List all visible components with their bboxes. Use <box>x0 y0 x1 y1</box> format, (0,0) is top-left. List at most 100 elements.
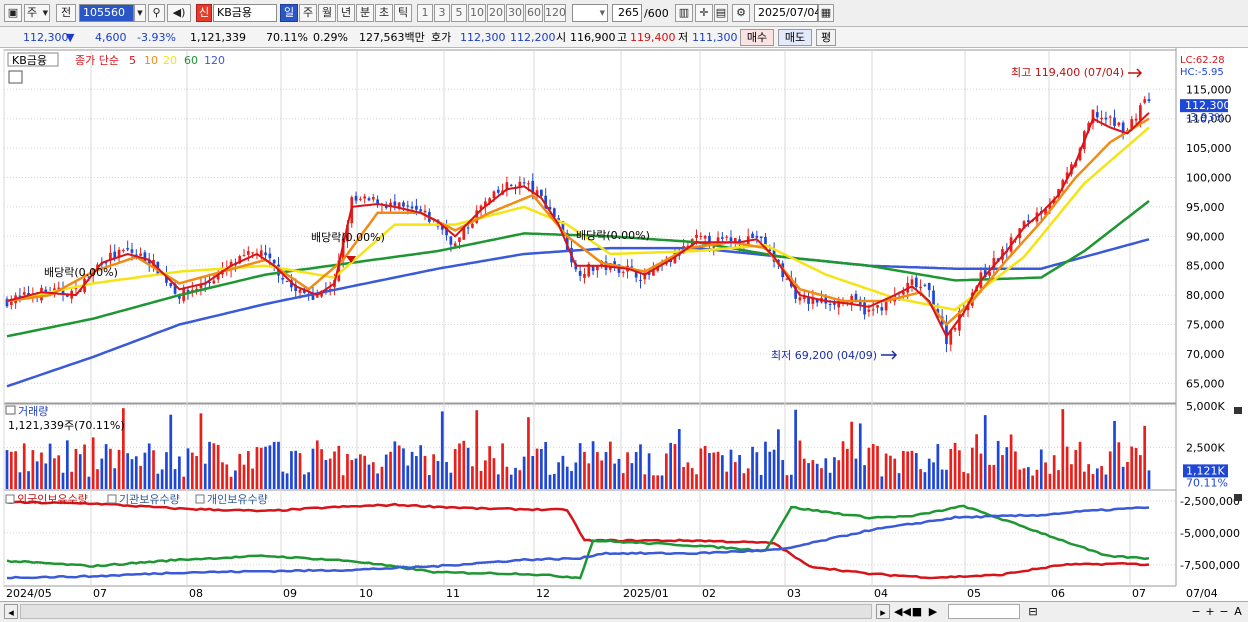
scrollbar-track[interactable] <box>20 604 872 619</box>
candle-body <box>1061 179 1065 188</box>
sell-button[interactable]: 매도 <box>778 29 812 46</box>
avg-button[interactable]: 평 <box>816 29 836 46</box>
volume-bar <box>992 464 996 489</box>
volume-bar <box>841 441 845 489</box>
tab-period-3[interactable]: 년 <box>337 4 355 22</box>
change-pct: -3.93% <box>137 31 176 44</box>
candle-body <box>798 297 802 301</box>
minus-icon[interactable]: − <box>1191 605 1201 618</box>
tab-interval-30[interactable]: 30 <box>506 4 524 22</box>
tab-period-6[interactable]: 틱 <box>394 4 412 22</box>
tab-period-5[interactable]: 초 <box>375 4 393 22</box>
play-icon[interactable]: ▶ <box>928 605 938 618</box>
candle-body <box>983 270 987 278</box>
speaker-icon[interactable]: ◀) <box>167 4 191 22</box>
y-tick-label: 115,000 <box>1186 83 1232 96</box>
stock-code-input[interactable]: 105560 <box>79 4 134 22</box>
tab-interval-3[interactable]: 3 <box>434 4 450 22</box>
count-input[interactable]: 265 <box>612 4 642 22</box>
current-price-tag-text: 112,300 <box>1185 99 1231 112</box>
font-size-icon[interactable]: A <box>1234 605 1242 618</box>
volume-bar <box>643 474 647 489</box>
volume-bar <box>113 468 117 489</box>
rewind-icon[interactable]: ◀◀ <box>894 605 911 618</box>
candle-body <box>988 271 991 276</box>
candle-icon[interactable]: ▥ <box>675 4 693 22</box>
date-input[interactable]: 2025/07/04 <box>754 4 821 22</box>
tab-period-0[interactable]: 일 <box>280 4 298 22</box>
candle-body <box>544 195 548 209</box>
stock-chart[interactable]: 2024/05 07 08 09 10 11 12 2025/01 02 03 04 05 06 07 11… <box>0 48 1248 601</box>
mode-select[interactable]: 주 ▼ <box>24 4 50 22</box>
scroll-left-icon[interactable]: ◂ <box>4 604 18 619</box>
x-tick-label: 02 <box>702 587 716 600</box>
candle-body <box>1044 208 1047 216</box>
candle-body <box>410 206 414 209</box>
y-tick-label: -5,000,000 <box>1180 527 1240 540</box>
volume-bar <box>65 440 69 489</box>
candle-body <box>466 227 470 229</box>
window-icon[interactable]: ▣ <box>4 4 22 22</box>
chevron-down-icon[interactable]: ▼ <box>134 4 146 22</box>
interval-select[interactable]: ▼ <box>572 4 608 22</box>
volume-bar <box>509 474 513 489</box>
zoom-slider[interactable] <box>948 604 1020 619</box>
search-icon[interactable]: ⚲ <box>148 4 165 22</box>
stock-name-field[interactable]: KB금용 <box>213 4 277 22</box>
chevron-down-icon: ▼ <box>42 9 48 17</box>
high-price: 119,400 <box>630 31 676 44</box>
zoom-out-icon[interactable]: ⊟ <box>1028 605 1038 618</box>
candle-body <box>703 235 707 239</box>
tab-interval-1[interactable]: 1 <box>417 4 433 22</box>
scroll-right-icon[interactable]: ▸ <box>876 604 890 619</box>
volume-bar <box>940 469 944 489</box>
candle-body <box>311 293 315 300</box>
candle-body <box>402 202 405 207</box>
gear-icon[interactable]: ⚙ <box>732 4 750 22</box>
tab-interval-60[interactable]: 60 <box>525 4 543 22</box>
candle-body <box>44 289 48 293</box>
volume-bar <box>1117 442 1121 489</box>
candle-body <box>854 293 858 301</box>
volume-bar <box>725 471 729 489</box>
tab-period-1[interactable]: 주 <box>299 4 317 22</box>
y-tick-label: 100,000 <box>1186 172 1232 185</box>
candle-body <box>419 209 423 212</box>
tab-interval-10[interactable]: 10 <box>468 4 486 22</box>
holding-legend-box <box>195 494 205 504</box>
volume-bar <box>359 454 362 489</box>
amount: 127,563백만 <box>359 31 425 44</box>
candle-body <box>488 198 492 204</box>
volume-bar <box>1134 447 1138 489</box>
bid-price: 112,200 <box>510 31 556 44</box>
volume-bar <box>315 440 319 489</box>
dividend-label: 배당락(0.00%) <box>576 229 650 242</box>
prev-button[interactable]: 전 <box>56 4 76 22</box>
stop-icon[interactable]: ■ <box>911 605 923 618</box>
volume-bar <box>449 472 453 489</box>
tab-interval-120[interactable]: 120 <box>544 4 566 22</box>
volume-bar <box>811 460 815 489</box>
volume-title: 거래량 <box>18 405 48 418</box>
tab-interval-5[interactable]: 5 <box>451 4 467 22</box>
volume-bar <box>1031 475 1034 489</box>
candle-body <box>371 197 375 200</box>
volume-bar <box>186 448 190 489</box>
candle-body <box>246 251 250 255</box>
dash-icon[interactable]: − <box>1219 605 1229 618</box>
tab-interval-20[interactable]: 20 <box>487 4 505 22</box>
candle-body <box>147 259 151 265</box>
x-tick-label: 05 <box>967 587 981 600</box>
plus-icon[interactable]: + <box>1205 605 1215 618</box>
volume-bar <box>1022 468 1026 489</box>
volume-bar <box>867 447 871 489</box>
save-icon[interactable]: ▤ <box>714 4 728 22</box>
tab-period-2[interactable]: 월 <box>318 4 336 22</box>
crosshair-icon[interactable]: ✛ <box>695 4 713 22</box>
candle-body <box>548 207 552 210</box>
calendar-icon[interactable]: ▦ <box>818 4 834 22</box>
buy-button[interactable]: 매수 <box>740 29 774 46</box>
tab-period-4[interactable]: 분 <box>356 4 374 22</box>
volume-bar <box>932 462 935 489</box>
candle-body <box>768 249 772 252</box>
